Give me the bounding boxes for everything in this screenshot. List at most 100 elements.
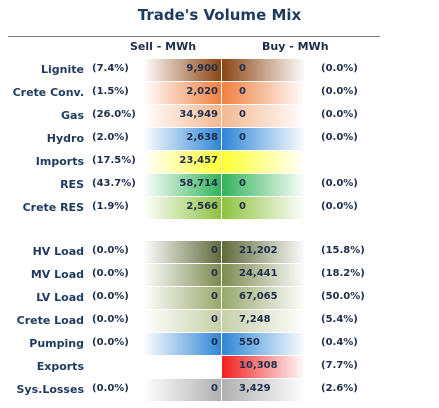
sell-percent: (17.5%): [92, 155, 136, 166]
top-row: Imports (17.5%) 23,457: [0, 151, 439, 173]
buy-header: Buy - MWh: [262, 40, 329, 53]
sell-percent: (0.0%): [92, 245, 129, 256]
top-row: Hydro (2.0%) 2,638 0 (0.0%): [0, 128, 439, 150]
sell-cell: 2,638: [143, 128, 221, 150]
buy-cell: 21,202: [222, 241, 306, 263]
buy-percent: (0.0%): [321, 201, 358, 212]
buy-value: 0: [239, 201, 246, 212]
buy-value: 0: [239, 109, 246, 120]
sell-percent: (0.0%): [92, 268, 129, 279]
row-label: Crete Load: [16, 314, 84, 327]
buy-cell: 0: [222, 82, 306, 104]
sell-cell: 0: [143, 264, 221, 286]
buy-percent: (0.0%): [321, 86, 358, 97]
buy-cell: 7,248: [222, 310, 306, 332]
sell-percent: (1.5%): [92, 86, 129, 97]
sell-cell: 0: [143, 241, 221, 263]
buy-percent: (0.0%): [321, 109, 358, 120]
top-row: Gas (26.0%) 34,949 0 (0.0%): [0, 105, 439, 127]
buy-percent: (0.0%): [321, 132, 358, 143]
bottom-row: LV Load (0.0%) 0 67,065 (50.0%): [0, 287, 439, 309]
buy-value: 21,202: [239, 245, 278, 256]
buy-value: 24,441: [239, 268, 278, 279]
sell-cell: 2,566: [143, 197, 221, 219]
buy-value: 0: [239, 63, 246, 74]
sell-percent: (0.0%): [92, 383, 129, 394]
row-label: HV Load: [32, 245, 84, 258]
sell-cell: 0: [143, 333, 221, 355]
row-label: Gas: [61, 109, 84, 122]
buy-value: 3,429: [239, 383, 271, 394]
buy-cell: 0: [222, 105, 306, 127]
bottom-row: HV Load (0.0%) 0 21,202 (15.8%): [0, 241, 439, 263]
row-label: Imports: [35, 155, 84, 168]
sell-value: 0: [211, 314, 218, 325]
row-label: Hydro: [46, 132, 84, 145]
buy-value: 10,308: [239, 360, 278, 371]
sell-cell: 0: [143, 287, 221, 309]
buy-percent: (15.8%): [321, 245, 365, 256]
chart-title: Trade's Volume Mix: [137, 6, 302, 24]
sell-header: Sell - MWh: [130, 40, 197, 53]
title-rule: [8, 36, 380, 37]
sell-value: 2,638: [186, 132, 218, 143]
sell-percent: (0.0%): [92, 314, 129, 325]
sell-value: 2,020: [186, 86, 218, 97]
buy-cell: [222, 151, 306, 173]
row-label: Exports: [36, 360, 84, 373]
sell-percent: (0.0%): [92, 291, 129, 302]
buy-value: 67,065: [239, 291, 278, 302]
buy-value: 0: [239, 86, 246, 97]
row-label: Pumping: [29, 337, 84, 350]
buy-percent: (0.0%): [321, 178, 358, 189]
sell-value: 2,566: [186, 201, 218, 212]
buy-value: 0: [239, 132, 246, 143]
buy-percent: (18.2%): [321, 268, 365, 279]
row-label: LV Load: [36, 291, 84, 304]
row-label: Lignite: [41, 63, 84, 76]
sell-value: 23,457: [179, 155, 218, 166]
sell-value: 0: [211, 268, 218, 279]
top-row: Crete RES (1.9%) 2,566 0 (0.0%): [0, 197, 439, 219]
row-label: RES: [60, 178, 84, 191]
buy-cell: 0: [222, 174, 306, 196]
sell-cell: 9,900: [143, 59, 221, 81]
top-row: RES (43.7%) 58,714 0 (0.0%): [0, 174, 439, 196]
row-label: Sys.Losses: [16, 383, 85, 396]
buy-percent: (0.4%): [321, 337, 358, 348]
sell-percent: (2.0%): [92, 132, 129, 143]
buy-cell: 10,308: [222, 356, 306, 378]
buy-percent: (50.0%): [321, 291, 365, 302]
sell-value: 0: [211, 337, 218, 348]
sell-value: 58,714: [179, 178, 218, 189]
buy-cell: 0: [222, 59, 306, 81]
buy-cell: 550: [222, 333, 306, 355]
buy-cell: 3,429: [222, 379, 306, 401]
sell-cell: 23,457: [143, 151, 221, 173]
bottom-row: Pumping (0.0%) 0 550 (0.4%): [0, 333, 439, 355]
row-label: Crete Conv.: [12, 86, 84, 99]
sell-cell: 2,020: [143, 82, 221, 104]
buy-value: 7,248: [239, 314, 271, 325]
row-label: MV Load: [30, 268, 84, 281]
sell-value: 0: [211, 291, 218, 302]
bottom-row: Crete Load (0.0%) 0 7,248 (5.4%): [0, 310, 439, 332]
buy-percent: (0.0%): [321, 63, 358, 74]
buy-cell: 67,065: [222, 287, 306, 309]
top-row: Lignite (7.4%) 9,900 0 (0.0%): [0, 59, 439, 81]
sell-cell: 0: [143, 379, 221, 401]
sell-percent: (7.4%): [92, 63, 129, 74]
sell-value: 9,900: [186, 63, 218, 74]
sell-cell: 34,949: [143, 105, 221, 127]
buy-cell: 24,441: [222, 264, 306, 286]
bottom-row: Sys.Losses (0.0%) 0 3,429 (2.6%): [0, 379, 439, 401]
buy-percent: (7.7%): [321, 360, 358, 371]
sell-value: 34,949: [179, 109, 218, 120]
top-row: Crete Conv. (1.5%) 2,020 0 (0.0%): [0, 82, 439, 104]
sell-value: 0: [211, 383, 218, 394]
buy-cell: 0: [222, 197, 306, 219]
bottom-row: Exports 10,308 (7.7%): [0, 356, 439, 378]
sell-cell: [143, 356, 221, 378]
bottom-row: MV Load (0.0%) 0 24,441 (18.2%): [0, 264, 439, 286]
buy-percent: (5.4%): [321, 314, 358, 325]
